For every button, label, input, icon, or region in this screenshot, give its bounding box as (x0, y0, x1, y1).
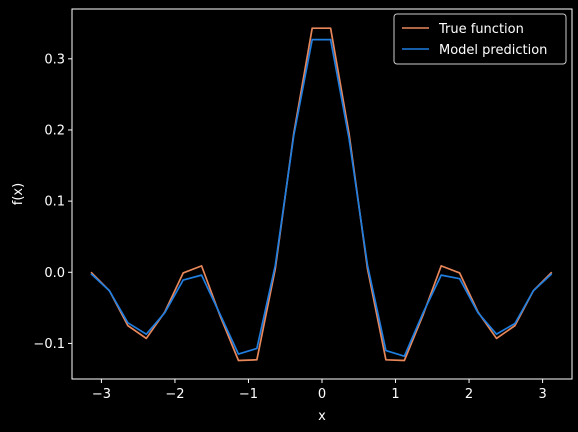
legend-label-true-function: True function (438, 22, 524, 37)
legend-label-model-prediction: Model prediction (439, 43, 547, 58)
x-axis-label: x (318, 409, 326, 424)
y-tick-label: 0.0 (44, 266, 65, 281)
x-tick-label: −2 (165, 387, 184, 402)
legend: True function Model prediction (394, 14, 566, 64)
x-tick-label: 3 (538, 387, 546, 402)
y-tick-label: −0.1 (33, 337, 65, 352)
y-axis-label: f(x) (11, 183, 26, 205)
x-tick-label: 1 (391, 387, 399, 402)
x-tick-label: −3 (92, 387, 111, 402)
x-tick-label: 2 (465, 387, 473, 402)
x-tick-label: −1 (239, 387, 258, 402)
y-tick-label: 0.3 (44, 52, 65, 67)
y-tick-label: 0.2 (44, 123, 65, 138)
x-tick-label: 0 (318, 387, 326, 402)
y-tick-label: 0.1 (44, 195, 65, 210)
